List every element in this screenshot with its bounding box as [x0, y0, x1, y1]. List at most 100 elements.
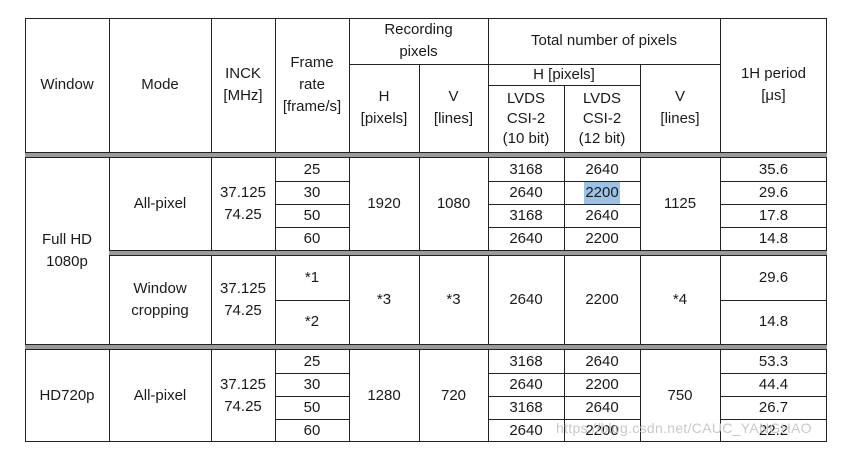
table-row-period: 17.8: [758, 206, 789, 224]
table-row-frame: 60: [303, 229, 321, 247]
header-recording-v: V [lines]: [433, 88, 474, 127]
table-row-h12-highlighted: 2200: [564, 181, 640, 204]
column-divider: [720, 18, 721, 442]
column-divider: [349, 18, 350, 442]
table-row-h10: 3168: [509, 398, 543, 416]
h10-window-cropping: 2640: [509, 291, 543, 308]
table-row-h10: 2640: [509, 229, 543, 247]
h12-window-cropping: 2200: [585, 291, 619, 308]
row-divider: [488, 419, 641, 420]
header-divider: [488, 85, 640, 86]
table-row-frame: 25: [303, 352, 321, 370]
section-separator: [109, 255, 827, 256]
section-separator: [109, 250, 827, 251]
inck-window-cropping: 37.125 74.25: [220, 280, 266, 319]
table-row-h10: 2640: [509, 421, 543, 439]
table-row-period: 22.2: [758, 421, 789, 439]
rec-h-window-cropping: *3: [376, 291, 392, 308]
row-divider: [488, 204, 641, 205]
column-divider: [488, 18, 489, 442]
column-divider: [564, 85, 565, 442]
mode-window-cropping: Window cropping: [131, 280, 189, 319]
rec-h-all-pixel-1080p: 1920: [367, 195, 401, 212]
table-row-frame: *1: [304, 269, 320, 286]
table-row-frame: 50: [303, 206, 321, 224]
table-row-h10: 3168: [509, 352, 543, 370]
header-1h-period: 1H period [μs]: [740, 65, 807, 104]
table-row-period: 35.6: [758, 160, 789, 178]
table-row-h10: 2640: [509, 375, 543, 393]
rec-h-all-pixel-720p: 1280: [367, 387, 401, 404]
table-row-period: 29.6: [758, 269, 789, 286]
row-divider: [275, 204, 350, 205]
rec-v-window-cropping: *3: [446, 291, 461, 308]
group-separator: [25, 349, 827, 350]
row-divider: [720, 204, 827, 205]
group-separator: [25, 345, 827, 349]
table-border: [25, 18, 26, 442]
header-separator: [25, 152, 827, 153]
table-row-period: 29.6: [758, 183, 789, 201]
total-v-all-pixel-1080p: 1125: [663, 195, 697, 212]
table-row-frame: 60: [303, 421, 321, 439]
table-row-h10: 3168: [509, 160, 543, 178]
header-divider: [349, 64, 720, 65]
total-v-all-pixel-720p: 750: [667, 387, 693, 404]
table-row-frame: 50: [303, 398, 321, 416]
table-row-h12: 2640: [585, 352, 619, 370]
rec-v-all-pixel-1080p: 1080: [436, 195, 471, 212]
row-divider: [720, 227, 827, 228]
table-row-frame: 30: [303, 183, 321, 201]
rec-v-all-pixel-720p: 720: [440, 387, 467, 404]
window-fullhd-1080p: Full HD 1080p: [41, 231, 92, 270]
table-row-h12: 2640: [585, 160, 619, 178]
row-divider: [720, 300, 827, 301]
row-divider: [488, 373, 641, 374]
watermark-text: https://blog.csdn.net/CAUC_YANGHAO: [556, 420, 812, 436]
header-recording-h: H [pixels]: [360, 88, 408, 127]
header-separator: [25, 153, 827, 157]
table-row-period: 14.8: [758, 229, 789, 247]
header-inck: INCK [MHz]: [223, 65, 263, 104]
row-divider: [275, 373, 350, 374]
table-row-h10: 2640: [509, 183, 543, 201]
mode-all-pixel-1080p: All-pixel: [133, 195, 187, 212]
table-row-period: 44.4: [758, 375, 789, 393]
row-divider: [275, 300, 350, 301]
table-row-h12: 2200: [585, 229, 619, 247]
table-row-period: 53.3: [758, 352, 789, 370]
header-total-v: V [lines]: [660, 88, 700, 127]
header-separator: [25, 157, 827, 158]
column-divider: [275, 18, 276, 442]
table-border: [826, 18, 827, 442]
table-row-period: 14.8: [758, 313, 789, 330]
table-row-h12: 2640: [585, 206, 619, 224]
inck-all-pixel-1080p: 37.125 74.25: [220, 184, 266, 223]
header-mode: Mode: [141, 76, 179, 93]
row-divider: [720, 181, 827, 182]
header-lvds-12bit: LVDS CSI-2 (12 bit): [578, 89, 626, 147]
row-divider: [488, 396, 641, 397]
row-divider: [720, 396, 827, 397]
row-divider: [275, 227, 350, 228]
total-v-window-cropping: *4: [672, 291, 688, 308]
table-border: [25, 18, 827, 19]
table-row-frame: *2: [304, 313, 320, 330]
row-divider: [488, 181, 641, 182]
header-total-h: H [pixels]: [533, 65, 595, 83]
row-divider: [488, 227, 641, 228]
table-row-frame: 30: [303, 375, 321, 393]
header-frame-rate: Frame rate [frame/s]: [282, 54, 342, 115]
row-divider: [720, 419, 827, 420]
selection-highlight: 2200: [584, 181, 620, 204]
header-recording-pixels: Recording pixels: [384, 21, 453, 60]
header-window: Window: [40, 76, 94, 93]
header-total-pixels: Total number of pixels: [531, 32, 677, 49]
table-row-h12: 2200: [585, 421, 619, 439]
table-row-period: 26.7: [758, 398, 789, 416]
mode-all-pixel-720p: All-pixel: [133, 387, 187, 404]
row-divider: [275, 396, 350, 397]
table-row-h12: 2200: [585, 375, 619, 393]
inck-all-pixel-720p: 37.125 74.25: [220, 376, 266, 415]
